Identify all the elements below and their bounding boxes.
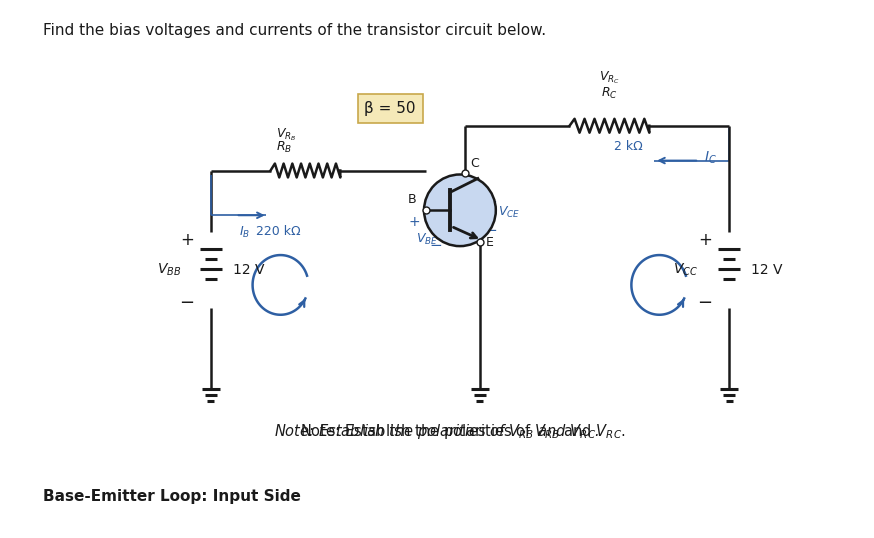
Text: 12 V: 12 V: [751, 263, 782, 277]
Text: $V_{R_C}$: $V_{R_C}$: [599, 69, 620, 86]
Text: 220 kΩ: 220 kΩ: [255, 225, 300, 238]
Text: $R_C$: $R_C$: [601, 86, 618, 101]
Text: −: −: [484, 223, 497, 238]
Text: $I_C$: $I_C$: [704, 150, 717, 166]
Text: $V_{BB}$: $V_{BB}$: [156, 262, 181, 278]
Text: Note: Establish the polarities of $V_{RB}$ and $V_{RC}$.: Note: Establish the polarities of $V_{RB…: [301, 422, 626, 441]
Text: 12 V: 12 V: [232, 263, 264, 277]
Text: Base-Emitter Loop: Input Side: Base-Emitter Loop: Input Side: [43, 490, 302, 504]
Text: $V_{BE}$: $V_{BE}$: [416, 232, 438, 247]
Text: $I_B$: $I_B$: [239, 225, 250, 240]
Text: β = 50: β = 50: [364, 101, 416, 116]
Text: E: E: [486, 236, 494, 249]
Text: +: +: [408, 215, 420, 229]
Text: −: −: [179, 294, 194, 312]
Text: −: −: [430, 238, 442, 253]
Text: +: +: [698, 231, 712, 249]
Text: $V_{R_B}$: $V_{R_B}$: [275, 126, 296, 143]
Text: +: +: [180, 231, 194, 249]
Text: $R_B$: $R_B$: [275, 139, 292, 154]
Text: Find the bias voltages and currents of the transistor circuit below.: Find the bias voltages and currents of t…: [43, 23, 546, 38]
Text: Note: Establish the polarities of $V_{RB}$ and $V_{RC}$.: Note: Establish the polarities of $V_{RB…: [274, 422, 600, 441]
Text: +: +: [485, 195, 496, 209]
Text: C: C: [470, 157, 479, 169]
Text: $V_{CE}$: $V_{CE}$: [498, 205, 520, 220]
Text: 2 kΩ: 2 kΩ: [614, 140, 643, 153]
Circle shape: [424, 174, 496, 246]
Text: B: B: [407, 193, 416, 207]
Text: −: −: [697, 294, 712, 312]
Text: $V_{CC}$: $V_{CC}$: [673, 262, 697, 278]
